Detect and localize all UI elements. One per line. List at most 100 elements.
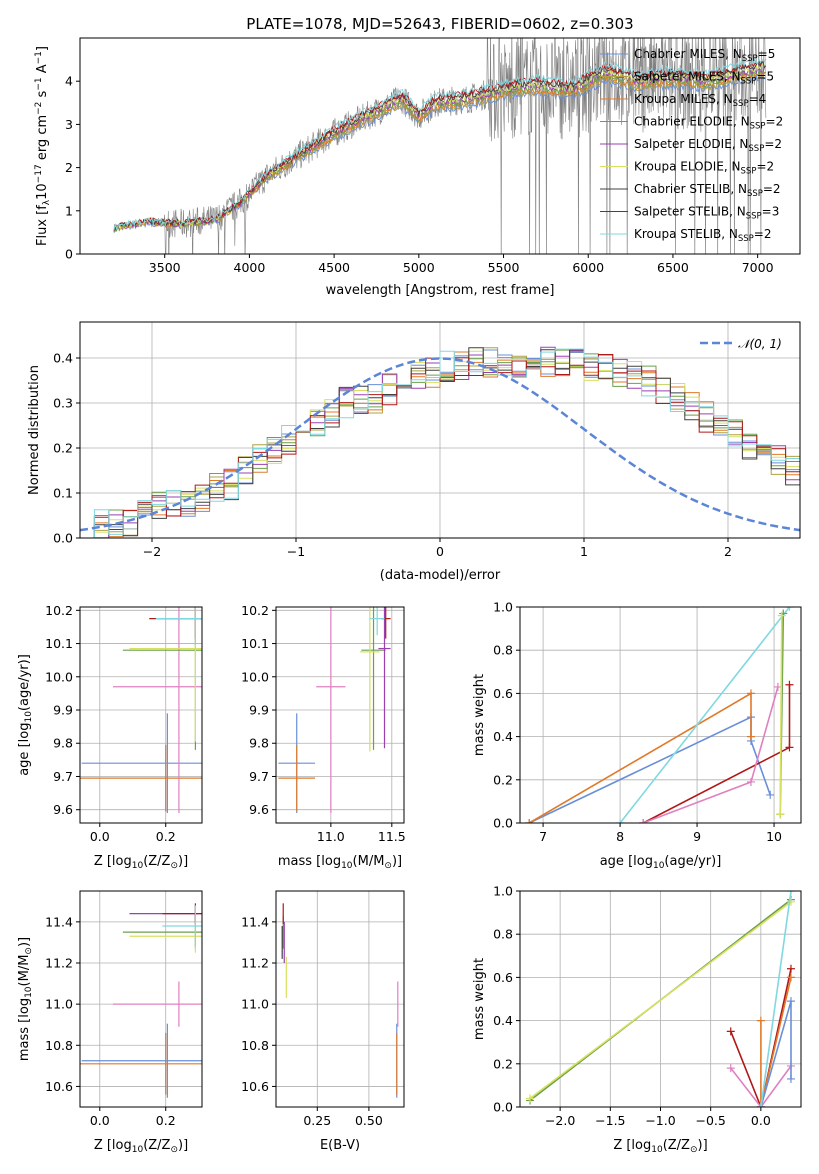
x-tick-label: 0.0	[751, 1113, 771, 1128]
weight-marker	[786, 964, 795, 973]
weight-marker	[525, 819, 534, 823]
y-tick-label: 0.0	[53, 531, 73, 546]
weight-marker	[756, 1016, 765, 1025]
weight-marker	[766, 790, 775, 799]
histogram-2	[80, 351, 800, 538]
y-tick-label: 0.3	[53, 396, 73, 411]
legend-label-2: Kroupa MILES, NSSP=4	[634, 92, 766, 109]
weight-line-3	[730, 1065, 792, 1107]
metal-mass-ylabel: mass [log10(M/M⊙)]	[17, 937, 34, 1061]
model-spectrum-8	[113, 57, 767, 231]
y-tick-label: 9.9	[249, 703, 269, 718]
y-tick-label: 11.2	[45, 956, 73, 971]
weight-line-4	[760, 977, 792, 1107]
weight-marker	[526, 1094, 535, 1103]
y-tick-label: 10.2	[241, 603, 269, 618]
spectrum-legend: Chabrier MILES, NSSP=5 Salpeter MILES, NS…	[600, 47, 783, 244]
weight-line-5	[760, 1000, 792, 1107]
y-tick-label: 10.0	[241, 669, 269, 684]
y-tick-label: 1.0	[493, 600, 513, 615]
residual-ylabel: Normed distribution	[27, 365, 42, 495]
y-tick-label: 1	[65, 203, 73, 218]
legend-label-4: Salpeter ELODIE, NSSP=2	[634, 137, 782, 154]
weight-line-6	[760, 891, 792, 1107]
y-tick-label: 9.8	[249, 736, 269, 751]
y-tick-label: 2	[65, 160, 73, 175]
residual-xlabel: (data-model)/error	[380, 568, 501, 583]
x-tick-label: 11.0	[317, 829, 345, 844]
legend-label-7: Salpeter STELIB, NSSP=3	[634, 205, 779, 222]
x-tick-label: 3500	[149, 260, 181, 275]
histogram-1	[80, 347, 800, 538]
weight-marker	[746, 732, 755, 741]
normal-curve	[80, 357, 800, 532]
y-tick-label: 9.6	[53, 802, 73, 817]
y-tick-label: 9.7	[53, 769, 73, 784]
errorbars-3	[278, 607, 391, 814]
legend-label-5: Kroupa ELODIE, NSSP=2	[634, 160, 774, 177]
ebv-mass-xlabel: E(B-V)	[320, 1138, 360, 1153]
y-tick-label: 0.8	[493, 643, 513, 658]
metal-weight-ylabel: mass weight	[472, 958, 487, 1040]
histogram-0	[80, 349, 800, 538]
y-tick-label: 1.0	[493, 884, 513, 899]
y-tick-label: 0.2	[53, 441, 73, 456]
y-tick-label: 9.9	[53, 703, 73, 718]
x-tick-label: 5500	[488, 260, 520, 275]
weight-marker	[786, 997, 795, 1006]
y-tick-label: 0.4	[53, 351, 73, 366]
panel-frame-0	[79, 37, 801, 255]
weight-line-1	[528, 692, 752, 823]
weight-marker	[786, 891, 795, 895]
y-tick-label: 0.0	[493, 816, 513, 831]
x-tick-label: 0.2	[156, 1113, 176, 1128]
histogram-8	[80, 348, 800, 538]
legend-label-0: Chabrier MILES, NSSP=5	[634, 47, 775, 64]
errorbars-6	[281, 903, 399, 1098]
x-tick-label: 10	[766, 829, 782, 844]
x-tick-label: 2	[724, 544, 732, 559]
spectrum-title: PLATE=1078, MJD=52643, FIBERID=0602, z=0…	[246, 15, 633, 33]
spectrum-ylabel: Flux [fλ10−17 erg cm−2 s−1 A−1]	[34, 46, 52, 246]
weight-marker	[756, 1103, 765, 1107]
model-spectrum-7	[113, 59, 767, 231]
y-tick-label: 10.2	[45, 603, 73, 618]
y-tick-label: 0.4	[493, 1013, 513, 1028]
panel-frame-7	[519, 890, 802, 1108]
y-tick-label: 10.1	[45, 636, 73, 651]
panel-3: 11.0 11.5 9.6 9.7 9.8 9.9 10.0 10.1 10.2	[241, 603, 406, 844]
y-tick-label: 0.6	[493, 686, 513, 701]
weight-marker	[786, 1074, 795, 1083]
y-tick-label: 11.4	[241, 914, 269, 929]
panel-frame-3	[275, 606, 405, 824]
age-weight-xlabel: age [log10(age/yr)]	[600, 854, 722, 871]
y-tick-label: 0.4	[493, 729, 513, 744]
y-tick-label: 9.7	[249, 769, 269, 784]
y-tick-label: 0.8	[493, 927, 513, 942]
weight-line-1	[529, 901, 792, 1100]
x-tick-label: 7	[539, 829, 547, 844]
weight-marker	[776, 810, 785, 819]
weight-line-2	[730, 968, 792, 1107]
x-tick-label: 9	[693, 829, 701, 844]
x-tick-label: 6500	[657, 260, 689, 275]
x-tick-label: −1.0	[645, 1113, 675, 1128]
histogram-6	[80, 347, 800, 538]
mass-age-xlabel: mass [log10(M/M⊙)]	[278, 854, 402, 871]
y-tick-label: 0.6	[493, 970, 513, 985]
panel-2: 0.0 0.2 9.6 9.7 9.8 9.9 10.0 10.1 10.2	[45, 603, 202, 844]
weight-line-2	[642, 684, 791, 823]
panel-0: 3500 4000 4500 5000 5500 6000 6500 7000 0 1 2 3 4	[65, 74, 774, 275]
x-tick-label: 11.5	[378, 829, 406, 844]
weight-marker	[785, 743, 794, 752]
x-tick-label: 1	[580, 544, 588, 559]
y-tick-label: 10.6	[45, 1079, 73, 1094]
x-tick-label: −1.5	[595, 1113, 625, 1128]
x-tick-label: 8	[616, 829, 624, 844]
metal-age-ylabel: age [log10(age/yr)]	[17, 654, 34, 776]
legend-label-8: Kroupa STELIB, NSSP=2	[634, 227, 772, 244]
legend-label-6: Chabrier STELIB, NSSP=2	[634, 182, 781, 199]
x-tick-label: 0	[436, 544, 444, 559]
legend-label-3: Chabrier ELODIE, NSSP=2	[634, 115, 783, 132]
weight-marker	[785, 607, 794, 611]
